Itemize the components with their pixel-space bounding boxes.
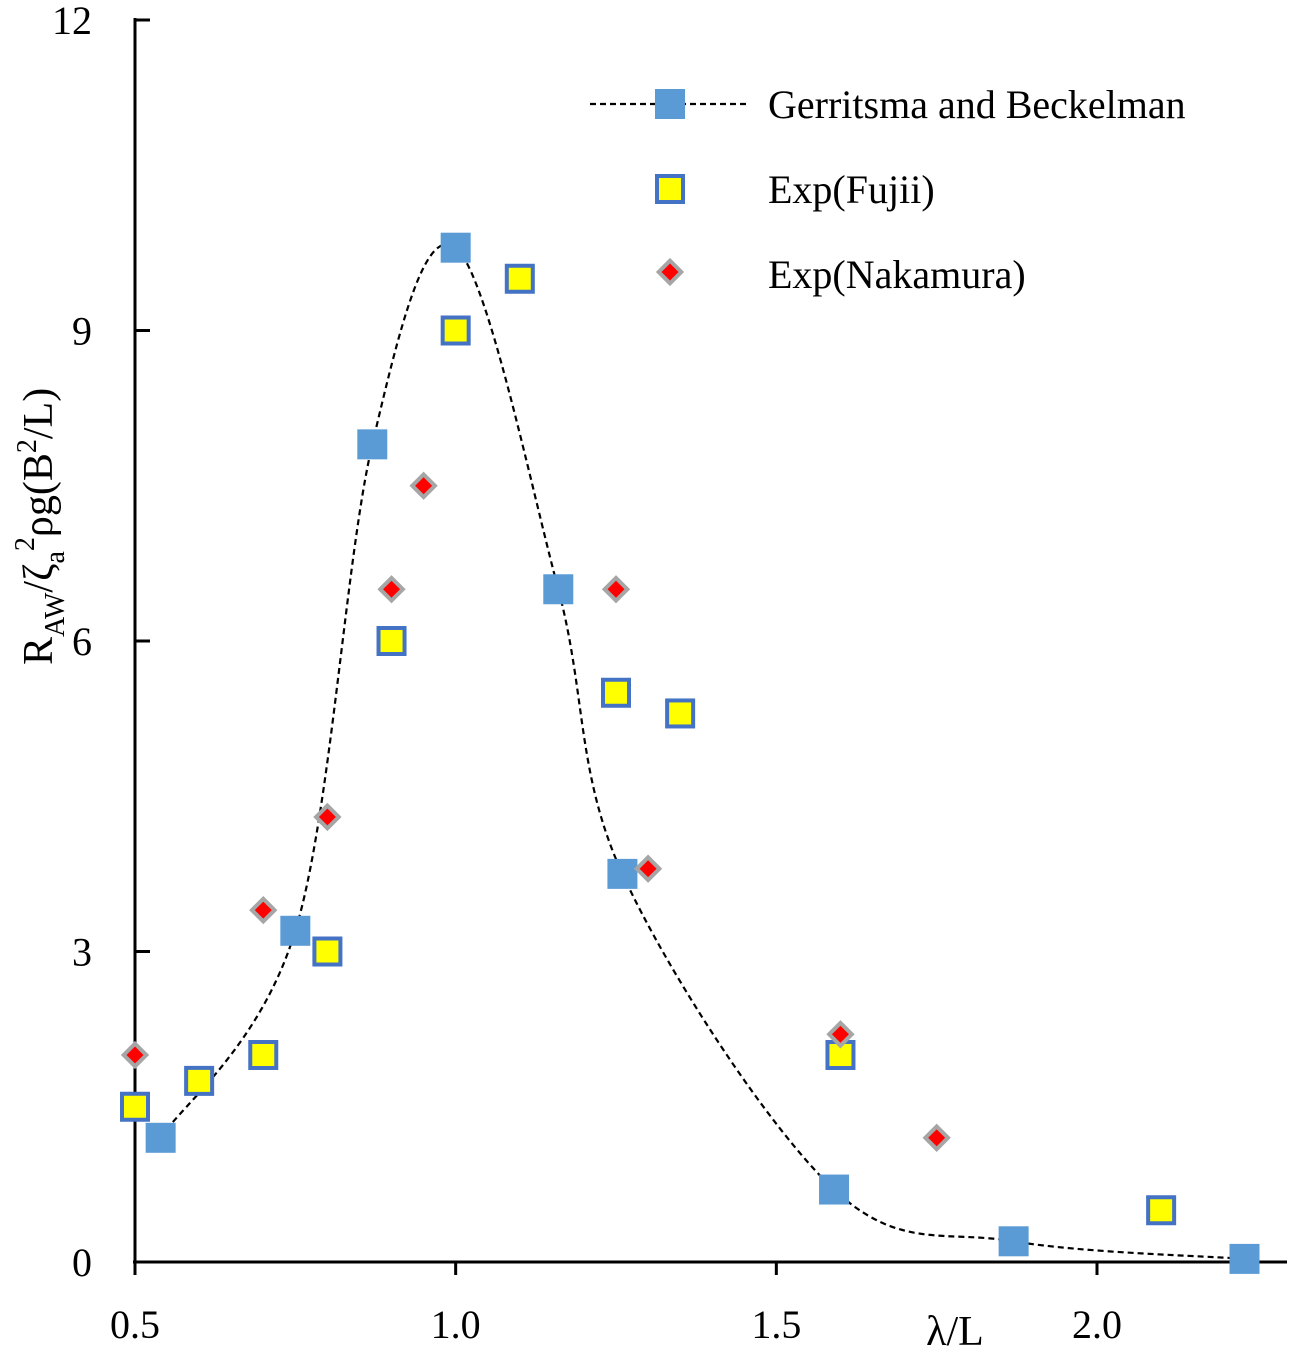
fujii-point	[184, 1065, 215, 1096]
y-axis-title-sub2: a	[40, 551, 71, 564]
gerritsma-point	[357, 429, 388, 460]
y-axis-title-sub1: AW	[40, 592, 71, 637]
gerritsma-point	[145, 1122, 176, 1153]
y-axis-title-end: /L)	[16, 388, 62, 439]
y-axis-title-main: R	[16, 637, 62, 665]
gerritsma-point	[819, 1174, 850, 1205]
nakamura-point	[633, 854, 663, 883]
nakamura-point	[409, 471, 438, 500]
gerritsma-point	[998, 1226, 1029, 1257]
y-tick-label: 12	[52, 0, 92, 43]
y-axis-title-sup2: 2	[12, 439, 43, 453]
x-tick-label: 0.5	[110, 1302, 160, 1347]
fujii-point	[601, 677, 631, 708]
legend: Gerritsma and Beckelman Exp(Fujii) Exp(N…	[590, 82, 1186, 297]
x-ticks: 0.5 1.0 1.5 2.0	[110, 1262, 1122, 1347]
gerritsma-point	[1229, 1243, 1260, 1274]
y-tick-label: 3	[72, 930, 92, 975]
fujii-point	[376, 626, 407, 656]
fujii-point	[440, 315, 471, 346]
x-axis-title: λ/L	[926, 1309, 984, 1354]
nakamura-point	[249, 895, 278, 925]
fujii-point	[248, 1040, 279, 1070]
x-tick-label: 1.0	[431, 1302, 481, 1347]
y-tick-label: 6	[72, 619, 92, 664]
nakamura-point	[601, 575, 631, 604]
legend-label-nakamura: Exp(Nakamura)	[768, 252, 1026, 297]
legend-marker-nakamura	[655, 257, 685, 287]
legend-marker-gerritsma	[655, 89, 685, 119]
legend-label-gerritsma: Gerritsma and Beckelman	[768, 82, 1186, 127]
y-axis-title-sup1: 2	[10, 537, 41, 551]
x-tick-label: 2.0	[1072, 1302, 1122, 1347]
y-ticks: 0 3 6 9 12	[52, 0, 150, 1285]
y-axis-title-mid: ρg(B	[16, 453, 62, 537]
y-tick-label: 9	[72, 309, 92, 354]
nakamura-point	[313, 802, 342, 832]
legend-marker-fujii	[655, 174, 685, 204]
gerritsma-point	[440, 232, 471, 263]
gerritsma-point	[280, 915, 311, 946]
fujii-point	[1146, 1195, 1177, 1226]
gerritsma-point	[607, 858, 638, 889]
fujii-point	[312, 936, 343, 967]
x-tick-label: 1.5	[751, 1302, 801, 1347]
y-axis-title: RAW/ζa2ρg(B2/L)	[10, 388, 71, 665]
series-layer	[120, 232, 1260, 1274]
nakamura-point	[922, 1123, 951, 1152]
nakamura-point	[377, 575, 406, 604]
legend-label-fujii: Exp(Fujii)	[768, 167, 935, 212]
y-tick-label: 0	[72, 1240, 92, 1285]
gerritsma-point	[543, 574, 574, 605]
gerritsma-fit-curve	[159, 243, 1245, 1260]
nakamura-point	[120, 1040, 150, 1070]
y-axis-title-slash: /ζ	[16, 564, 62, 593]
nakamura-point	[826, 1020, 855, 1049]
fujii-point	[120, 1091, 150, 1122]
fujii-point	[665, 698, 696, 729]
fujii-point	[504, 263, 535, 294]
